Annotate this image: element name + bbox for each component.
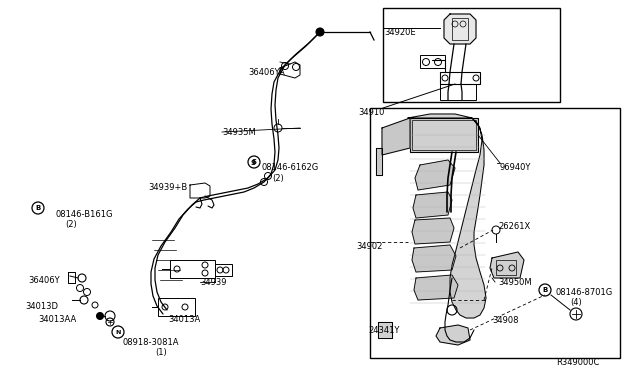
Polygon shape [436,325,470,345]
Text: 36406YA: 36406YA [248,68,285,77]
Text: 34920E: 34920E [384,28,415,37]
Text: (1): (1) [155,348,167,357]
Text: 36406Y: 36406Y [28,276,60,285]
Text: (2): (2) [272,174,284,183]
Text: 08918-3081A: 08918-3081A [122,338,179,347]
Circle shape [316,28,324,36]
Text: 34950M: 34950M [498,278,532,287]
Bar [440,84,476,100]
Text: 08146-B161G: 08146-B161G [55,210,113,219]
Text: 24341Y: 24341Y [368,326,399,335]
Text: 26261X: 26261X [498,222,531,231]
Polygon shape [408,114,486,318]
Polygon shape [190,183,210,198]
Text: 34908: 34908 [492,316,518,325]
Polygon shape [378,322,392,338]
Text: 08146-6162G: 08146-6162G [262,163,319,172]
Polygon shape [414,275,458,300]
Text: 34910: 34910 [358,108,385,117]
Polygon shape [415,160,455,190]
Polygon shape [376,148,382,175]
Bar [440,72,480,84]
Polygon shape [444,14,476,44]
Text: 34939: 34939 [200,278,227,287]
Text: 96940Y: 96940Y [500,163,531,172]
Text: 08146-8701G: 08146-8701G [556,288,613,297]
Text: (4): (4) [570,298,582,307]
Bar [370,108,620,358]
Polygon shape [412,245,456,272]
Text: 34013AA: 34013AA [38,315,76,324]
Circle shape [97,312,104,320]
Polygon shape [382,118,410,155]
Bar [496,260,516,275]
Text: (2): (2) [65,220,77,229]
Bar [383,8,560,102]
Polygon shape [490,252,524,278]
Text: 34013A: 34013A [168,315,200,324]
Text: 34902: 34902 [356,242,382,251]
Text: B: B [35,205,40,211]
Text: 34013D: 34013D [25,302,58,311]
Bar [412,120,476,150]
Polygon shape [413,192,452,218]
Text: 34935M: 34935M [222,128,256,137]
Polygon shape [412,218,454,244]
Bar [215,264,232,276]
Text: S: S [252,159,257,165]
Bar [452,18,468,40]
Text: 34939+B: 34939+B [148,183,188,192]
Bar [410,118,478,152]
Text: N: N [115,330,121,334]
Polygon shape [280,62,300,78]
Text: R349000C: R349000C [556,358,600,367]
Text: B: B [542,287,548,293]
Bar [170,260,215,278]
Bar [420,55,445,68]
Bar [158,298,195,316]
Text: S: S [250,160,255,166]
